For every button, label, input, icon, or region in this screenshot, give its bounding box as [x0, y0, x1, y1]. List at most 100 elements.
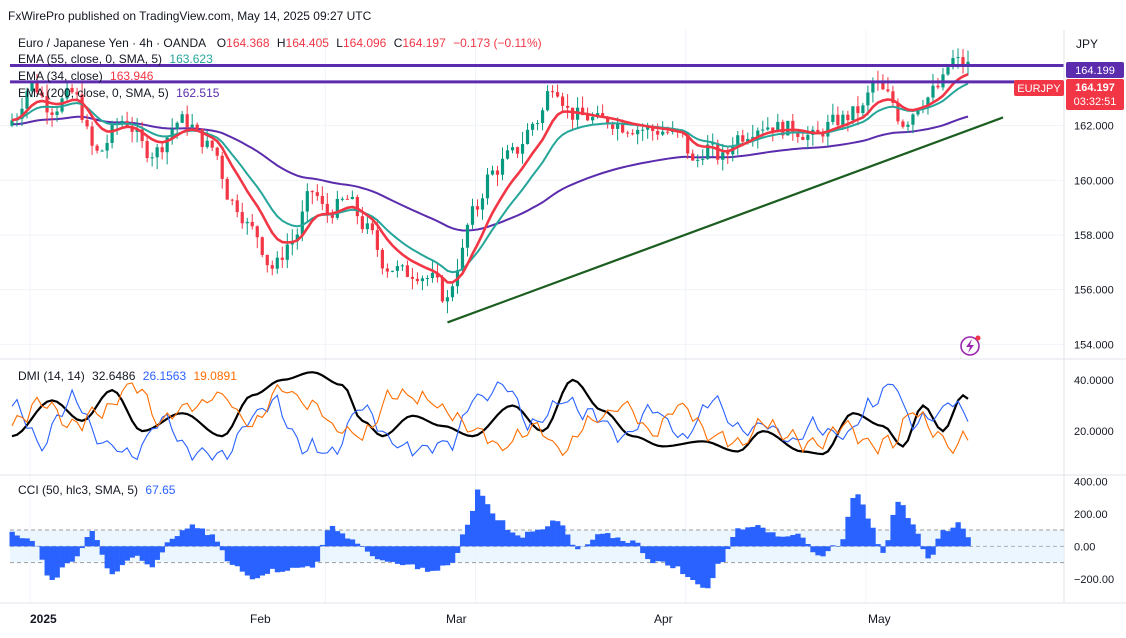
cci-bar: [204, 535, 211, 547]
candle-body: [40, 92, 44, 97]
candle: [721, 143, 725, 171]
cci-bar: [930, 546, 936, 555]
candle-body: [100, 150, 104, 152]
cci-bar: [109, 546, 115, 575]
candle: [836, 106, 840, 129]
cci-bar: [540, 529, 546, 547]
candle: [821, 128, 825, 143]
cci-bar: [239, 546, 246, 572]
candle-body: [756, 130, 760, 137]
cci-bar: [164, 542, 170, 547]
candle-body: [225, 178, 229, 200]
candle: [530, 121, 535, 136]
lightning-icon[interactable]: [960, 335, 981, 356]
candle-body: [611, 124, 615, 129]
cci-bar: [760, 527, 766, 547]
cci-bar: [279, 546, 286, 572]
candle-body: [495, 170, 500, 175]
cci-bar: [655, 546, 661, 562]
ema34-legend[interactable]: EMA (34, close) 163.946: [18, 69, 154, 83]
cci-bar: [725, 546, 731, 550]
cci-bar: [850, 497, 856, 547]
candle: [255, 225, 259, 249]
cci-tick-label: 400.00: [1074, 476, 1108, 488]
candle: [155, 143, 159, 170]
support-trendline[interactable]: [447, 116, 1004, 324]
candle-body: [180, 114, 184, 123]
cci-pane[interactable]: [9, 489, 1064, 589]
candle-body: [470, 206, 475, 225]
candle: [55, 106, 59, 122]
cci-bar: [144, 546, 150, 565]
candle-body: [445, 297, 450, 302]
cci-tick-label: −200.00: [1074, 574, 1114, 586]
cci-bar: [615, 537, 621, 547]
cci-bar: [9, 531, 15, 547]
ema34-label: EMA (34, close): [18, 69, 103, 83]
ohlc-open-label: O: [217, 36, 226, 50]
candle: [936, 77, 940, 90]
candle-body: [826, 121, 830, 137]
candle-body: [365, 223, 369, 230]
candle: [515, 146, 520, 159]
dmi-pane[interactable]: [11, 371, 969, 462]
dmi-label: DMI (14, 14): [18, 369, 85, 383]
cci-legend[interactable]: CCI (50, hlc3, SMA, 5) 67.65: [18, 483, 176, 497]
candle-body: [626, 132, 630, 134]
candle-body: [355, 196, 359, 217]
cci-bar: [299, 546, 306, 568]
cci-bar: [935, 538, 941, 547]
candle: [370, 221, 374, 235]
cci-bar: [630, 540, 636, 547]
cci-bar: [690, 546, 696, 581]
cci-bar: [620, 540, 626, 547]
cci-bar: [645, 546, 651, 560]
candle: [190, 113, 194, 131]
cci-bar: [184, 528, 190, 547]
cci-bar: [515, 535, 521, 547]
cci-bar: [74, 546, 80, 557]
candle: [100, 149, 104, 152]
price-pane[interactable]: [10, 48, 1064, 324]
cci-bar: [469, 510, 476, 547]
candle-body: [370, 223, 374, 231]
ema55-legend[interactable]: EMA (55, close, 0, SMA, 5) 163.623: [18, 52, 213, 66]
candle: [861, 102, 865, 118]
currency-label[interactable]: JPY: [1076, 37, 1098, 51]
candle: [160, 142, 164, 160]
candle-body: [696, 159, 700, 161]
cci-bar: [770, 532, 776, 547]
cci-bar: [429, 546, 436, 571]
price-axis[interactable]: 154.000 156.000 158.000 160.000 162.000 20.00…: [1074, 121, 1114, 586]
candle-body: [821, 132, 825, 137]
time-axis[interactable]: 2025 Feb Mar Apr May: [30, 612, 891, 626]
candle-body: [120, 120, 124, 124]
candle: [806, 126, 810, 149]
candle: [235, 194, 239, 218]
candle: [560, 92, 565, 112]
candle-body: [50, 112, 54, 115]
candle: [145, 137, 149, 163]
candle-body: [285, 244, 289, 260]
cci-bar: [409, 546, 416, 565]
cci-bar: [775, 536, 781, 547]
cci-bar: [309, 546, 316, 568]
candle: [500, 147, 505, 181]
candle-body: [776, 121, 780, 133]
ohlc-low: 164.096: [343, 36, 387, 50]
cci-bar: [825, 546, 831, 552]
cci-bar: [535, 529, 541, 547]
cci-bar: [625, 542, 631, 547]
candle-body: [35, 82, 39, 93]
time-tick-label: Apr: [654, 612, 673, 626]
cci-bar: [464, 524, 471, 547]
dmi-legend[interactable]: DMI (14, 14) 32.6486 26.1563 19.0891: [18, 369, 237, 383]
cci-bar: [249, 546, 256, 580]
candle-body: [335, 198, 339, 218]
candle: [260, 236, 264, 258]
ema200-legend[interactable]: EMA (200, close, 0, SMA, 5) 162.515: [18, 86, 220, 100]
cci-bar: [399, 546, 406, 566]
cci-bar: [119, 546, 125, 566]
cci-bar: [830, 545, 836, 547]
